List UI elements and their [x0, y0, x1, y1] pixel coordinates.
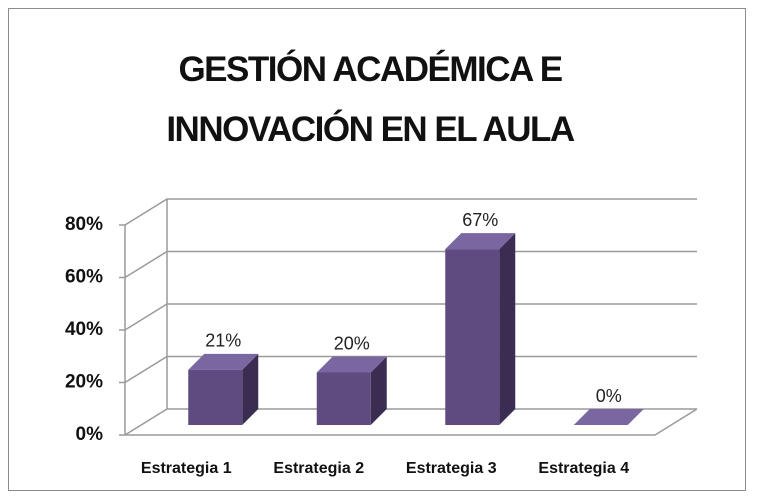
grid-line [124, 408, 697, 436]
floor-edge [125, 408, 698, 436]
bar-side [499, 233, 516, 425]
x-tick-label: Estrategia 1 [141, 460, 232, 477]
value-label: 0% [596, 386, 622, 406]
x-tick-label: Estrategia 3 [406, 460, 497, 477]
value-label: 67% [462, 210, 498, 230]
y-tick-label: 0% [76, 424, 104, 445]
grid-line [124, 250, 697, 279]
y-tick-label: 60% [65, 267, 103, 288]
chart-frame [8, 8, 746, 491]
bar [445, 249, 500, 425]
chart-title: GESTIÓN ACADÉMICA E INNOVACIÓN EN EL AUL… [166, 50, 575, 149]
bar [316, 372, 371, 425]
grid-line [124, 355, 697, 384]
y-tick-label: 40% [65, 319, 103, 340]
bar [188, 369, 243, 425]
bar-side [370, 356, 387, 425]
grid-line [124, 198, 697, 226]
y-tick-label: 20% [65, 372, 103, 393]
grid-line [124, 303, 697, 331]
value-label: 21% [205, 331, 241, 351]
x-tick-label: Estrategia 4 [538, 460, 629, 477]
bar-top [188, 353, 259, 370]
bar-top [316, 356, 387, 373]
bar-top [573, 409, 644, 425]
y-tick-label: 80% [65, 214, 103, 235]
bar-top [445, 233, 516, 250]
x-tick-label: Estrategia 2 [273, 460, 364, 477]
value-label: 20% [334, 333, 370, 353]
bar-side [242, 353, 259, 425]
